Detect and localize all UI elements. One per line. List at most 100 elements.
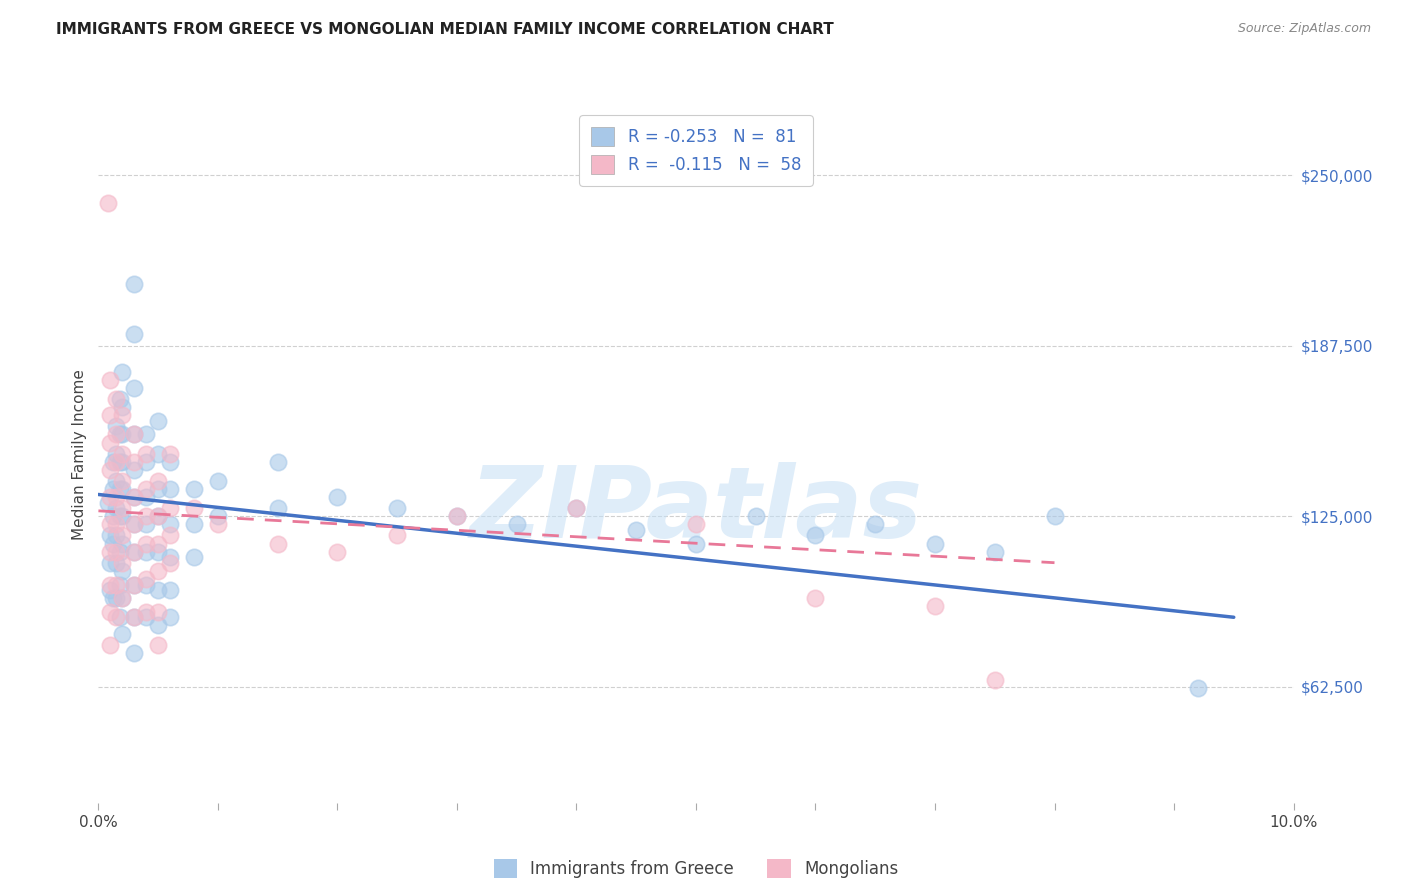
Point (148, 582, 170, 597)
Point (111, 556, 134, 570)
Point (100, 490, 122, 504)
Point (183, 482, 205, 496)
Point (101, 455, 124, 469)
Point (124, 545, 146, 559)
Point (105, 490, 128, 504)
Point (100, 373, 122, 387)
Point (135, 572, 157, 586)
Point (100, 545, 122, 559)
Point (108, 427, 131, 442)
Point (100, 582, 122, 597)
Legend: Immigrants from Greece, Mongolians: Immigrants from Greece, Mongolians (486, 853, 905, 885)
Point (446, 509, 468, 524)
Point (148, 509, 170, 524)
Point (159, 556, 181, 570)
Point (804, 528, 827, 542)
Point (124, 646, 146, 660)
Point (124, 517, 146, 532)
Point (101, 536, 124, 550)
Point (159, 501, 181, 516)
Point (124, 517, 146, 532)
Point (148, 482, 170, 496)
Point (865, 517, 887, 532)
Point (1187, 681, 1209, 696)
Point (111, 482, 134, 496)
Point (326, 545, 349, 559)
Point (804, 591, 827, 606)
Point (111, 501, 134, 516)
Point (135, 605, 157, 619)
Point (105, 501, 128, 516)
Point (100, 463, 122, 477)
Point (100, 435, 122, 450)
Point (626, 523, 648, 537)
Point (135, 446, 157, 460)
Point (124, 545, 146, 559)
Point (183, 550, 205, 565)
Point (745, 509, 768, 524)
Point (108, 509, 131, 524)
Point (111, 400, 134, 414)
Point (159, 455, 181, 469)
Point (124, 277, 146, 292)
Point (148, 414, 170, 428)
Point (135, 427, 157, 442)
Point (111, 365, 134, 379)
Point (97, 496, 120, 510)
Point (111, 591, 134, 606)
Point (105, 528, 128, 542)
Point (111, 455, 134, 469)
Point (124, 326, 146, 341)
Point (135, 545, 157, 559)
Point (159, 610, 181, 624)
Point (101, 482, 124, 496)
Point (111, 474, 134, 488)
Point (1043, 509, 1066, 524)
Point (101, 591, 124, 606)
Point (124, 381, 146, 395)
Point (105, 610, 128, 624)
Point (111, 509, 134, 524)
Point (135, 490, 157, 504)
Point (135, 536, 157, 550)
Point (326, 490, 349, 504)
Point (108, 455, 131, 469)
Point (111, 626, 134, 640)
Point (100, 517, 122, 532)
Point (148, 605, 170, 619)
Point (207, 474, 229, 488)
Point (124, 427, 146, 442)
Point (506, 517, 529, 532)
Point (135, 517, 157, 532)
Point (135, 455, 157, 469)
Point (97, 195, 120, 210)
Point (183, 501, 205, 516)
Point (148, 509, 170, 524)
Point (105, 427, 128, 442)
Point (124, 455, 146, 469)
Point (159, 528, 181, 542)
Point (267, 536, 290, 550)
Point (267, 501, 290, 516)
Point (183, 517, 205, 532)
Point (207, 509, 229, 524)
Point (111, 591, 134, 606)
Point (100, 577, 122, 591)
Point (267, 455, 290, 469)
Point (159, 517, 181, 532)
Point (135, 577, 157, 591)
Point (108, 577, 131, 591)
Point (105, 455, 128, 469)
Point (100, 556, 122, 570)
Point (100, 528, 122, 542)
Point (124, 490, 146, 504)
Point (148, 545, 170, 559)
Point (111, 409, 134, 423)
Point (135, 610, 157, 624)
Point (159, 582, 181, 597)
Point (385, 501, 409, 516)
Point (101, 509, 124, 524)
Point (111, 536, 134, 550)
Point (124, 610, 146, 624)
Point (924, 536, 946, 550)
